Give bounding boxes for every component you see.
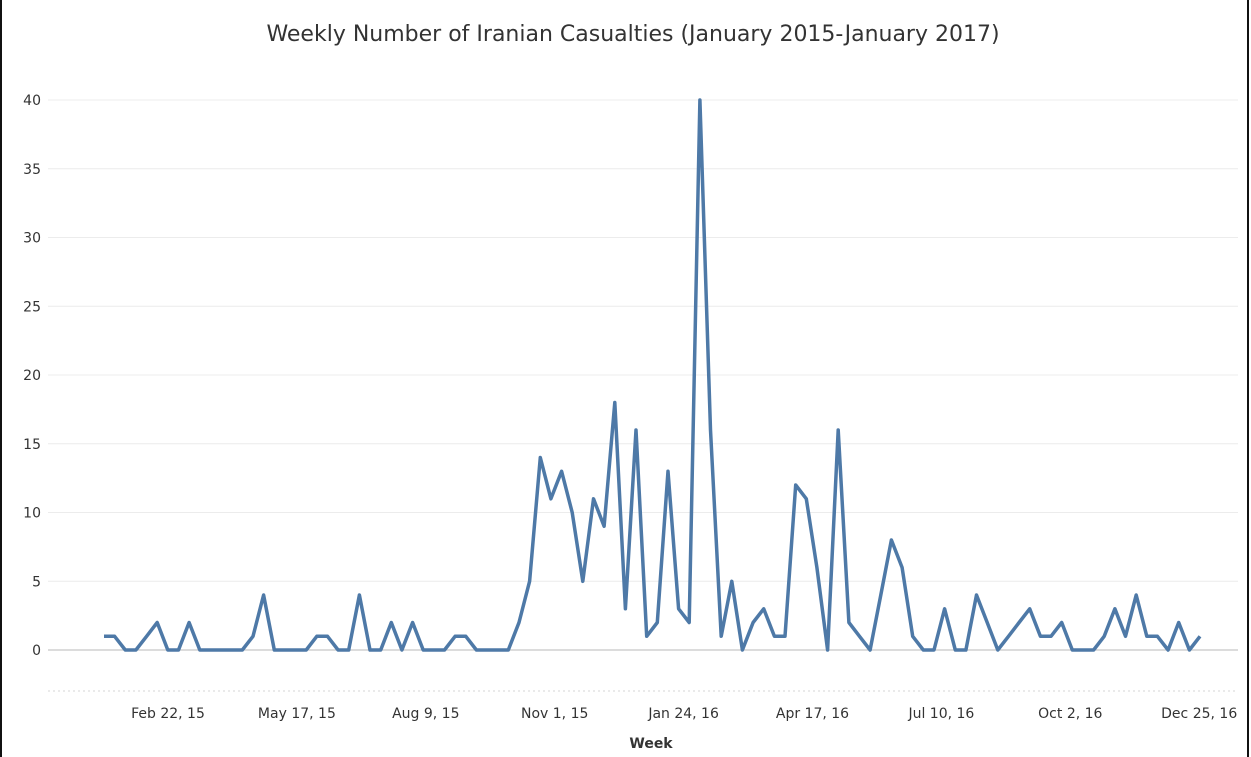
- gridlines: [48, 99, 1238, 692]
- x-tick-label: Jul 10, 16: [907, 706, 974, 722]
- chart-title: Weekly Number of Iranian Casualties (Jan…: [266, 22, 999, 47]
- x-axis: Feb 22, 15 May 17, 15 Aug 9, 15 Nov 1, 15 Ja…: [131, 706, 1237, 722]
- series-line: [104, 98, 1202, 652]
- y-tick-label: 10: [23, 506, 41, 522]
- y-axis: 0 5 10 15 20 25 30 35 40: [23, 93, 41, 659]
- x-tick-label: Apr 17, 16: [776, 706, 849, 722]
- x-tick-label: Jan 24, 16: [647, 706, 719, 722]
- x-tick-label: Feb 22, 15: [131, 706, 205, 722]
- x-tick-label: Aug 9, 15: [392, 706, 459, 722]
- x-tick-label: Dec 25, 16: [1161, 706, 1237, 722]
- y-tick-label: 20: [23, 368, 41, 384]
- y-tick-label: 35: [23, 162, 41, 178]
- y-tick-label: 30: [23, 231, 41, 247]
- y-tick-label: 25: [23, 299, 41, 315]
- y-tick-label: 5: [32, 574, 41, 590]
- y-tick-label: 40: [23, 93, 41, 109]
- y-tick-label: 15: [23, 437, 41, 453]
- x-tick-label: Oct 2, 16: [1038, 706, 1102, 722]
- x-tick-label: Nov 1, 15: [521, 706, 588, 722]
- x-tick-label: May 17, 15: [258, 706, 336, 722]
- y-tick-label: 0: [32, 643, 41, 659]
- x-axis-label: Week: [629, 736, 673, 752]
